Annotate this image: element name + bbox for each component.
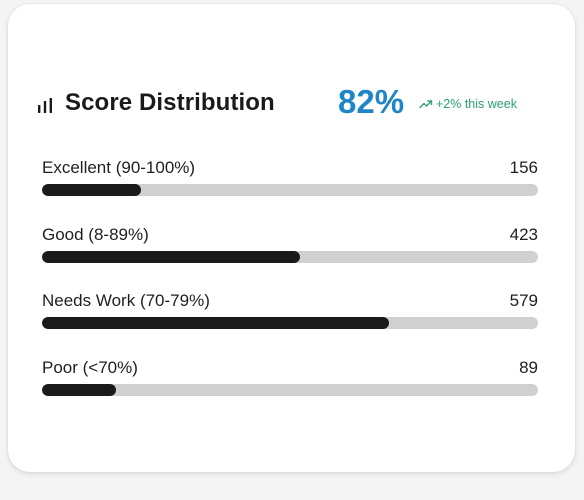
progress-fill bbox=[42, 251, 300, 263]
row-count: 423 bbox=[509, 225, 538, 244]
row-label: Good (8-89%) bbox=[42, 225, 149, 244]
progress-track bbox=[42, 251, 538, 263]
trend-text: +2% this week bbox=[436, 97, 517, 111]
trend-indicator: +2% this week bbox=[419, 97, 517, 111]
row-label: Poor (<70%) bbox=[42, 358, 138, 377]
row-count: 579 bbox=[509, 291, 538, 310]
row-count: 156 bbox=[509, 158, 538, 177]
distribution-row-excellent: Excellent (90-100%) 156 bbox=[42, 158, 538, 198]
progress-track bbox=[42, 317, 538, 329]
progress-fill bbox=[42, 384, 117, 396]
progress-fill bbox=[42, 184, 142, 196]
trending-up-icon bbox=[419, 100, 433, 109]
progress-fill bbox=[42, 317, 390, 329]
card-title: Score Distribution bbox=[65, 89, 275, 116]
row-count: 89 bbox=[519, 358, 538, 377]
progress-track bbox=[42, 384, 538, 396]
distribution-row-poor: Poor (<70%) 89 bbox=[42, 358, 538, 398]
overall-score: 82% bbox=[338, 83, 405, 120]
row-label: Needs Work (70-79%) bbox=[42, 291, 210, 310]
distribution-row-needs-work: Needs Work (70-79%) 579 bbox=[42, 291, 538, 331]
bar-chart-icon bbox=[38, 98, 52, 113]
distribution-row-good: Good (8-89%) 423 bbox=[42, 225, 538, 265]
row-label: Excellent (90-100%) bbox=[42, 158, 196, 177]
progress-track bbox=[42, 184, 538, 196]
card-header: Score Distribution 82% +2% this week bbox=[36, 83, 536, 126]
